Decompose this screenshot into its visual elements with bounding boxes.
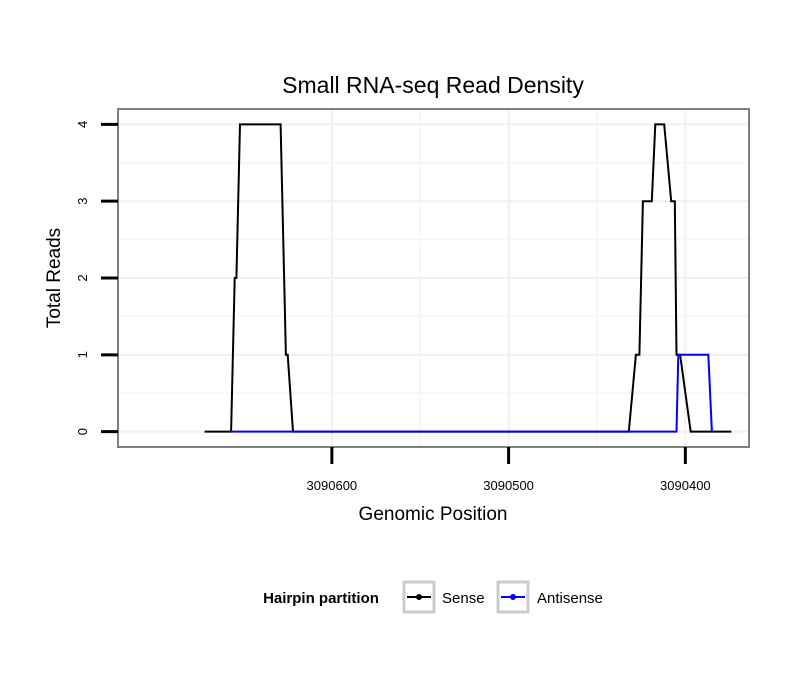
y-tick-label-1: 1: [75, 351, 90, 358]
axis-ticks: 3090600 3090500 3090400 0 1 2 3 4: [75, 121, 711, 493]
legend-marker-antisense: [510, 594, 516, 600]
series-line-sense: [204, 123, 732, 433]
legend-label-sense: Sense: [442, 590, 485, 607]
legend-item-sense: Sense: [402, 580, 485, 614]
legend-marker-sense: [416, 594, 422, 600]
chart-title: Small RNA-seq Read Density: [282, 72, 584, 98]
x-tick-label-1: 3090500: [483, 478, 534, 493]
x-tick-label-0: 3090600: [307, 478, 358, 493]
legend: Hairpin partition Sense Antisense: [263, 580, 603, 614]
y-tick-label-4: 4: [75, 121, 90, 128]
y-tick-label-0: 0: [75, 428, 90, 435]
series-lines: [204, 123, 732, 433]
legend-item-antisense: Antisense: [496, 580, 603, 614]
legend-label-antisense: Antisense: [537, 590, 603, 607]
legend-title: Hairpin partition: [263, 590, 379, 607]
y-axis-title: Total Reads: [44, 228, 65, 328]
x-axis-title: Genomic Position: [359, 504, 508, 525]
x-tick-label-2: 3090400: [660, 478, 711, 493]
y-tick-label-3: 3: [75, 198, 90, 205]
y-tick-label-2: 2: [75, 274, 90, 281]
grid-lines: [118, 109, 749, 447]
series-line-antisense: [231, 353, 713, 433]
